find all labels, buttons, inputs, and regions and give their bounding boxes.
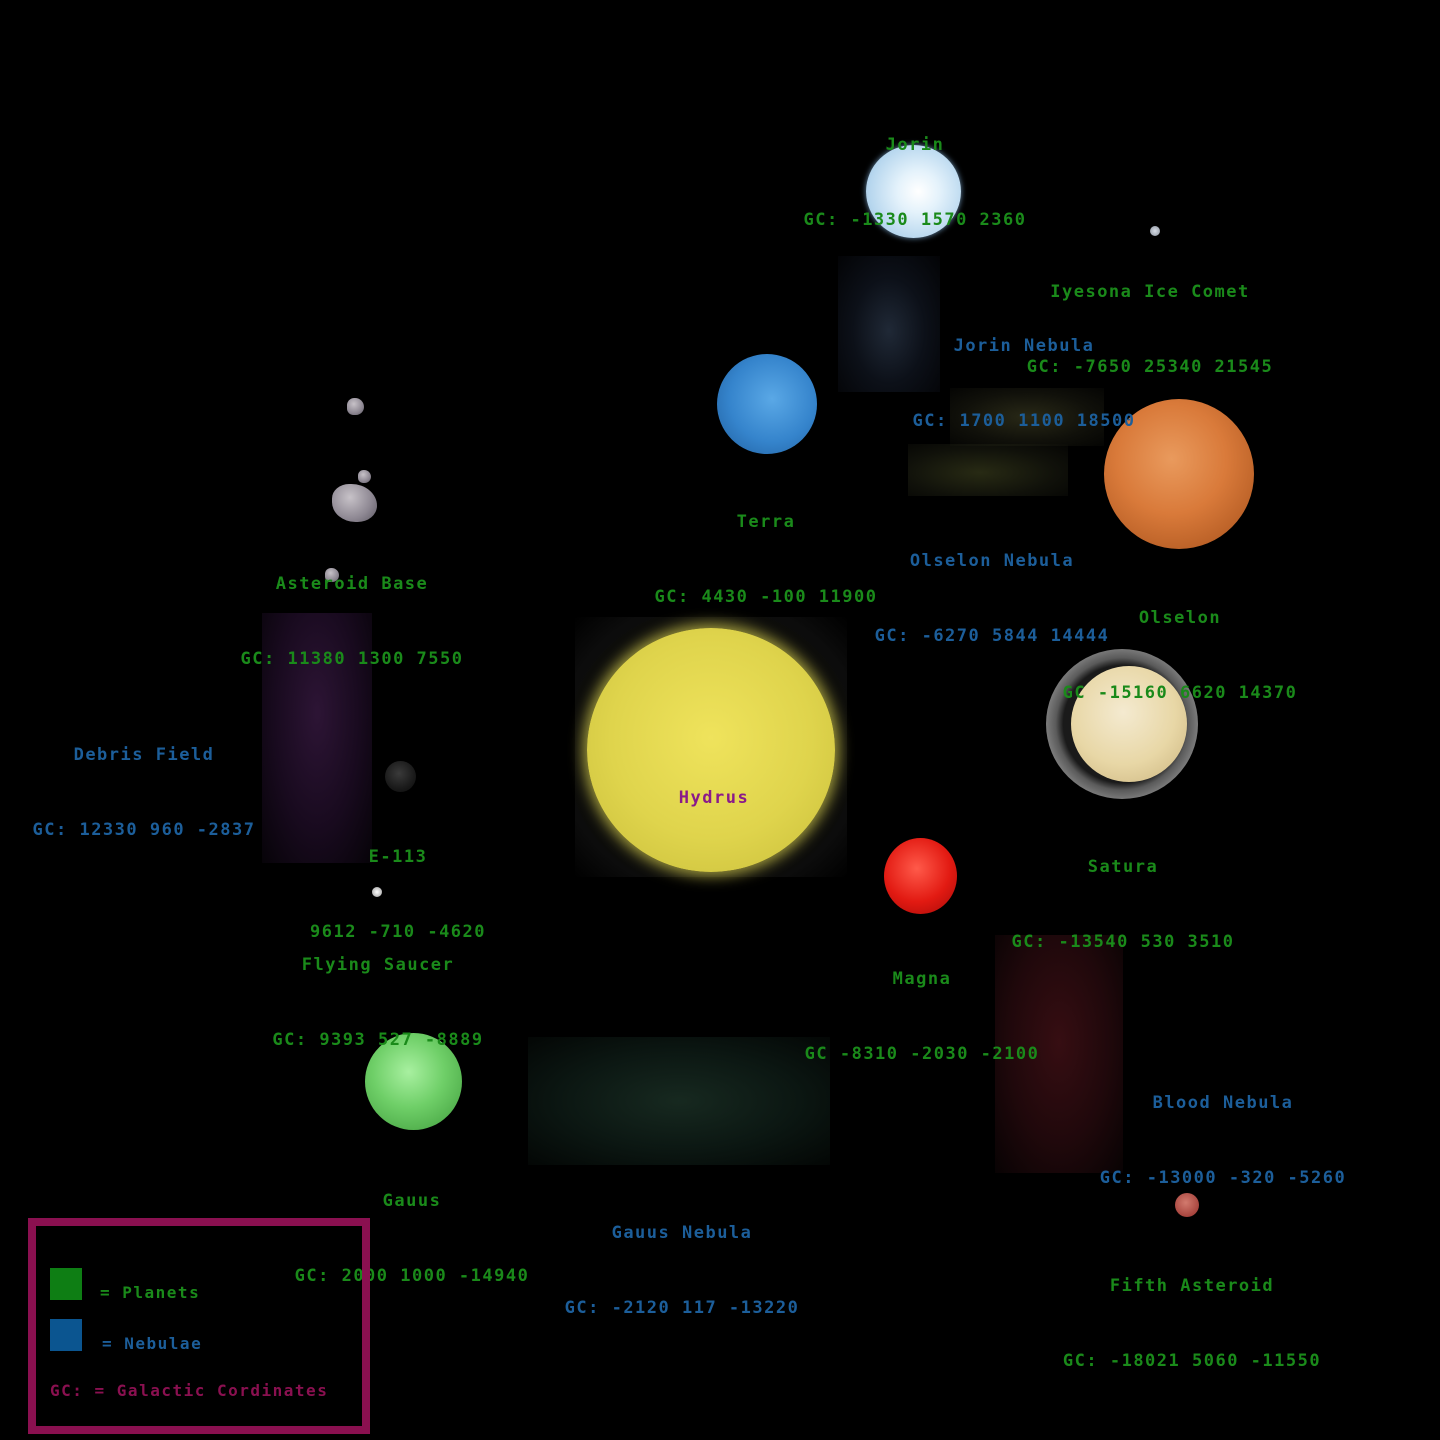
asteroid-rock [347,398,364,415]
planets-color-swatch [50,1268,82,1300]
legend-gc-text: GC: = Galactic Cordinates [50,1381,329,1400]
magna-planet [884,838,957,914]
olselon-planet [1104,399,1254,549]
e113-label: E-113 9612 -710 -4620 [300,795,496,995]
fifth-asteroid-name: Fifth Asteroid [1109,1276,1275,1296]
olselon-nebula-cloud-upper [950,388,1104,446]
jorin-nebula-name: Jorin Nebula [953,336,1095,356]
satura-name: Satura [1087,857,1159,877]
hydrus-star [587,628,835,872]
fifth-asteroid-coordinates: GC: -18021 5060 -11550 [1062,1351,1322,1371]
jorin-name: Jorin [885,135,945,155]
satura-label: Satura GC: -13540 530 3510 [1005,805,1241,1005]
gauus-nebula-name: Gauus Nebula [611,1223,753,1243]
debris-field-label: Debris Field GC: 12330 960 -2837 [22,693,266,893]
olselon-nebula-name: Olselon Nebula [909,551,1075,571]
jorin-nebula-cloud [838,256,940,392]
hydrus-label: Hydrus [614,736,814,861]
debris-field-cloud [262,613,372,863]
terra-label: Terra GC: 4430 -100 11900 [650,460,882,660]
olselon-nebula-cloud-lower [908,444,1068,496]
jorin-planet [866,145,961,238]
asteroid-rock [325,568,339,582]
gauus-nebula-label: Gauus Nebula GC: -2120 117 -13220 [560,1171,804,1371]
gauus-nebula-cloud [528,1037,830,1165]
legend-nebulae-text: = Nebulae [102,1334,203,1353]
magna-coordinates: GC -8310 -2030 -2100 [804,1044,1040,1064]
blood-nebula-label: Blood Nebula GC: -13000 -320 -5260 [1090,1041,1356,1241]
fifth-asteroid-body [1175,1193,1199,1217]
jorin-coordinates: GC: -1330 1570 2360 [803,210,1027,230]
terra-planet [717,354,817,454]
gauus-label: Gauus GC: 2000 1000 -14940 [288,1139,536,1339]
asteroid-base-label: Asteroid Base GC: 11380 1300 7550 [236,522,468,722]
gauus-planet [365,1033,462,1130]
e113-planet [385,761,416,792]
e113-name: E-113 [368,847,428,867]
asteroid-base-coordinates: GC: 11380 1300 7550 [240,649,464,669]
flying-saucer-coordinates: GC: 9393 527 -8889 [272,1030,484,1050]
terra-coordinates: GC: 4430 -100 11900 [654,587,878,607]
asteroid-base-body [332,484,377,522]
flying-saucer-icon [372,887,382,897]
olselon-nebula-coordinates: GC: -6270 5844 14444 [874,626,1110,646]
blood-nebula-name: Blood Nebula [1152,1093,1294,1113]
legend-planets-text: = Planets [100,1283,201,1302]
blood-nebula-cloud [995,935,1123,1173]
e113-coordinates: 9612 -710 -4620 [309,922,487,942]
iyesona-ice-comet-body [1150,226,1160,236]
olselon-name: Olselon [1138,608,1222,628]
nebulae-color-swatch [50,1319,82,1351]
satura-planet [1071,666,1187,782]
iyesona-ice-comet-coordinates: GC: -7650 25340 21545 [1026,357,1274,377]
jorin-nebula-label: Jorin Nebula GC: 1700 1100 18500 [910,284,1138,484]
flying-saucer-name: Flying Saucer [301,955,455,975]
fifth-asteroid-label: Fifth Asteroid GC: -18021 5060 -11550 [1060,1224,1324,1424]
hydrus-name: Hydrus [678,788,750,808]
gauus-coordinates: GC: 2000 1000 -14940 [294,1266,530,1286]
debris-field-coordinates: GC: 12330 960 -2837 [32,820,256,840]
magna-label: Magna GC -8310 -2030 -2100 [795,917,1049,1117]
gauus-name: Gauus [382,1191,442,1211]
asteroid-base-name: Asteroid Base [275,574,429,594]
asteroid-rock [358,470,371,483]
magna-name: Magna [892,969,952,989]
flying-saucer-label: Flying Saucer GC: 9393 527 -8889 [258,903,498,1103]
gauus-nebula-coordinates: GC: -2120 117 -13220 [564,1298,800,1318]
debris-field-name: Debris Field [73,745,215,765]
blood-nebula-coordinates: GC: -13000 -320 -5260 [1099,1168,1347,1188]
iyesona-ice-comet-name: Iyesona Ice Comet [1050,282,1250,302]
jorin-label: Jorin GC: -1330 1570 2360 [800,83,1030,283]
olselon-label: Olselon GC -15160 6620 14370 [1055,556,1305,756]
iyesona-ice-comet-label: Iyesona Ice Comet GC: -7650 25340 21545 [1010,230,1290,430]
jorin-nebula-coordinates: GC: 1700 1100 18500 [912,411,1136,431]
map-legend: = Planets = Nebulae GC: = Galactic Cordi… [28,1218,370,1434]
terra-name: Terra [736,512,796,532]
olselon-nebula-label: Olselon Nebula GC: -6270 5844 14444 [866,499,1118,699]
olselon-coordinates: GC -15160 6620 14370 [1062,683,1298,703]
satura-coordinates: GC: -13540 530 3510 [1011,932,1235,952]
